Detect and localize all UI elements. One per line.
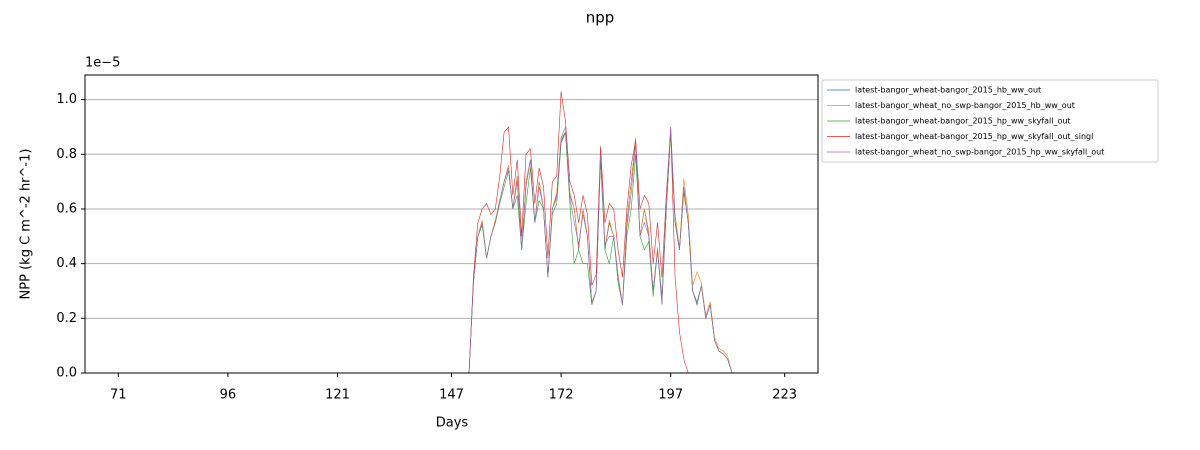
plot-frame xyxy=(84,74,819,374)
legend: latest-bangor_wheat-bangor_2015_hb_ww_ou… xyxy=(821,79,1159,163)
legend-label: latest-bangor_wheat-bangor_2015_hb_ww_ou… xyxy=(855,86,1041,95)
y-tick-label: 0.0 xyxy=(56,366,77,381)
series-line xyxy=(468,126,733,374)
y-tick-label: 0.8 xyxy=(56,147,77,162)
legend-box xyxy=(821,79,1159,163)
series-line xyxy=(468,91,733,374)
x-tick-label: 147 xyxy=(439,388,464,403)
legend-label: latest-bangor_wheat-bangor_2015_hp_ww_sk… xyxy=(855,132,1093,141)
x-tick-label: 172 xyxy=(549,388,574,403)
chart-title: npp xyxy=(586,9,615,27)
x-tick-label: 71 xyxy=(110,388,127,403)
y-axis-label: NPP (kg C m^-2 hr^-1) xyxy=(19,149,34,300)
y-offset-label: 1e−5 xyxy=(85,56,120,71)
legend-label: latest-bangor_wheat_no_swp-bangor_2015_h… xyxy=(855,101,1075,110)
y-tick-label: 1.0 xyxy=(56,92,77,107)
x-tick-label: 223 xyxy=(772,388,797,403)
x-tick-label: 197 xyxy=(658,388,683,403)
x-tick-label: 96 xyxy=(220,388,237,403)
legend-label: latest-bangor_wheat-bangor_2015_hp_ww_sk… xyxy=(855,117,1071,126)
y-tick-label: 0.2 xyxy=(56,311,77,326)
y-tick-label: 0.6 xyxy=(56,201,77,216)
x-axis-label: Days xyxy=(436,416,469,431)
y-tick-label: 0.4 xyxy=(56,256,77,271)
x-tick-label: 121 xyxy=(325,388,350,403)
legend-label: latest-bangor_wheat_no_swp-bangor_2015_h… xyxy=(855,148,1104,157)
